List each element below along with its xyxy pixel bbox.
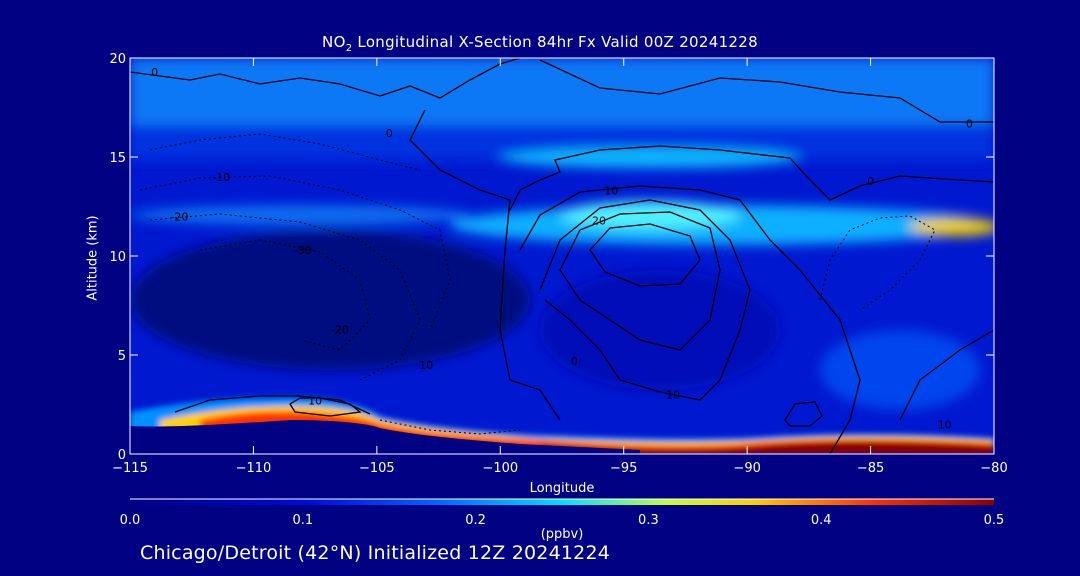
contour-label: 10 [666,389,680,402]
x-tick-label: −95 [610,461,637,476]
negative-contours [139,133,936,435]
upper-strat-band [130,58,994,128]
x-axis-label: Longitude [529,481,595,496]
contour-east-small [784,401,823,427]
contour-0-top-east [539,59,994,123]
contour-label: 0 [151,66,158,79]
terrain-mask [130,420,640,454]
title-subscript: 2 [345,43,353,54]
contour-label: -20 [170,210,188,223]
y-tick-label: 0 [118,448,126,463]
y-tick-label: 10 [109,250,126,265]
x-tick-label: −100 [482,461,518,476]
contour-label: 0 [867,175,874,188]
contour-label: -20 [331,323,349,336]
colorbar-tick-label: 0.3 [638,513,659,528]
east-mid-band [820,330,980,410]
contour-30-ring [589,223,701,287]
contour-label: 0 [966,117,973,130]
contour-label: 10 [308,395,322,408]
contour-neg30 [199,239,371,351]
tropopause-band-upper [500,148,800,168]
y-tick-label: 15 [109,151,126,166]
west-clean-core [130,230,530,370]
y-tick-label: 5 [118,349,126,364]
footer-caption: Chicago/Detroit (42°N) Initialized 12Z 2… [140,542,611,564]
contour-neg-bl [379,419,521,435]
chart-title: NO2 Longitudinal X-Section 84hr Fx Valid… [0,33,1080,54]
contour-east-low [899,329,994,421]
contour-10-outer [519,185,861,454]
x-tick-label: −105 [359,461,395,476]
bl-darkred [540,441,994,454]
contour-10-west-bl [174,395,371,415]
contour-neg-east [819,215,936,311]
contour-10-ring [539,199,751,401]
title-rest: Longitudinal X-Section 84hr Fx Valid 00Z… [352,33,758,51]
contour-neg10-a [149,133,421,171]
title-prefix: NO [322,33,346,51]
contour-0-east [509,145,994,211]
contours [130,58,994,454]
contour-label: 10 [604,185,618,198]
colorbar-tick-label: 0.0 [120,513,141,528]
x-tick-label: −115 [112,461,148,476]
no2-field [130,58,994,454]
contour-20-west-bl [289,397,362,417]
colorbar-units-label: (ppbv) [540,527,584,542]
colorbar-ticks: 0.0 0.1 0.2 0.3 0.4 0.5 [120,513,1005,528]
tropopause-max [560,201,740,229]
contour-0-top [130,58,521,99]
contour-20-ring [559,211,721,351]
central-clean-core [540,270,780,390]
x-ticks: −115 −110 −105 −100 −95 −90 −85 −80 [112,58,1008,476]
contour-label: 0 [571,355,578,368]
colorbar [130,499,994,505]
y-tick-label: 20 [109,52,126,67]
contour-0-west-dome [409,109,561,421]
colorbar-tick-label: 0.4 [811,513,832,528]
west-strat-band [130,205,470,225]
colorbar-tick-label: 0.2 [465,513,486,528]
y-ticks: 0 5 10 15 20 [109,52,994,463]
colorbar-tick-label: 0.5 [984,513,1005,528]
contour-label: 20 [592,214,606,227]
x-tick-label: −80 [980,461,1007,476]
colorbar-tick-label: 0.1 [292,513,313,528]
contour-label: 0 [386,127,393,140]
x-tick-label: −90 [733,461,760,476]
contour-label: -30 [294,244,312,257]
east-upper-max [910,218,994,236]
contour-label: 10 [938,418,952,431]
contour-label: 10 [419,359,433,372]
x-tick-label: −110 [236,461,272,476]
contour-label: -10 [212,171,230,184]
x-tick-label: −85 [857,461,884,476]
contour-labels: 0 0 0 0 -10 -20 -30 -20 10 20 10 10 10 0 10 [151,66,973,431]
